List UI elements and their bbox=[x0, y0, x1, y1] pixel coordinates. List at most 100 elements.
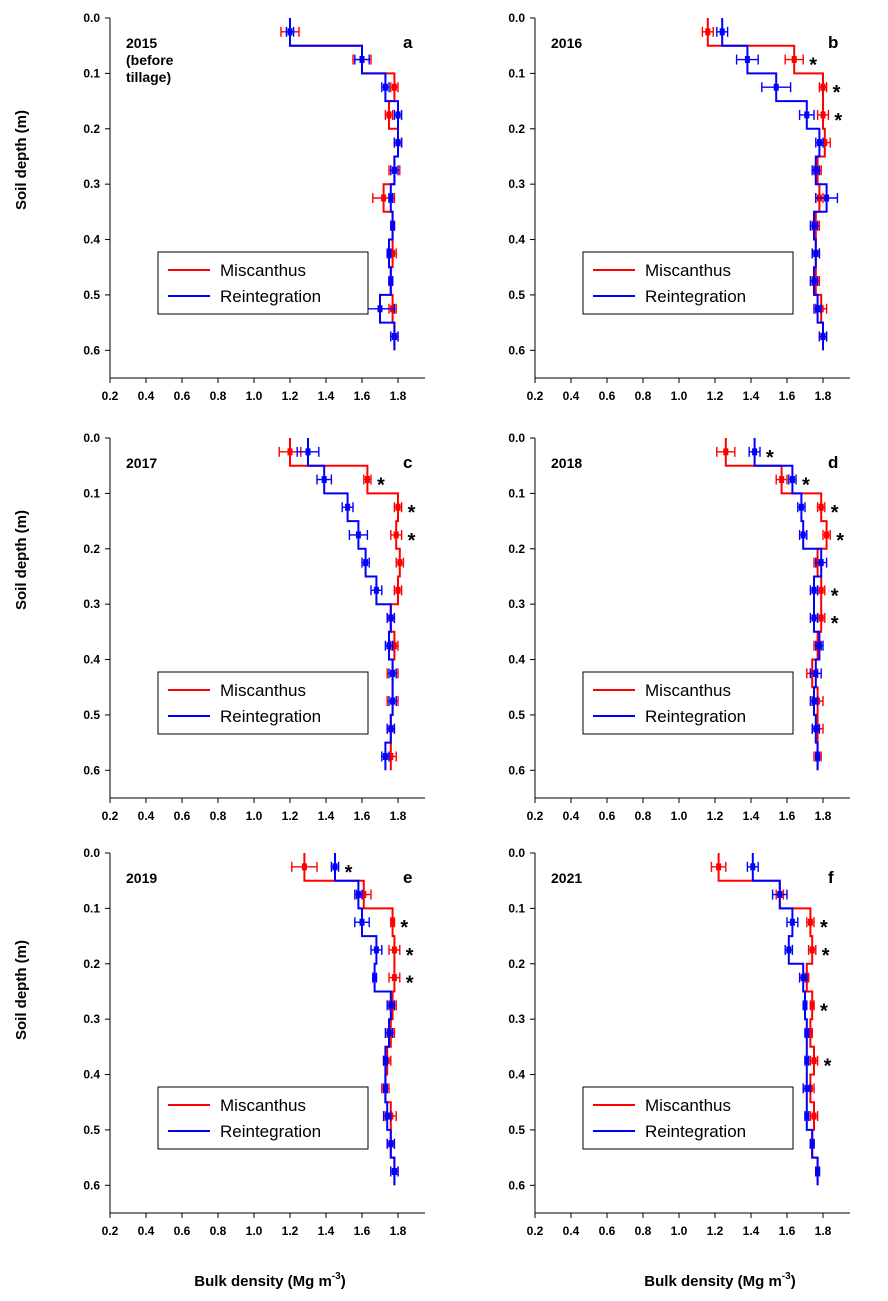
panel-letter: c bbox=[403, 453, 412, 472]
significance-asterisk: * bbox=[831, 502, 839, 524]
data-point bbox=[390, 249, 396, 257]
x-tick-label: 1.8 bbox=[815, 389, 832, 403]
data-point bbox=[744, 56, 750, 64]
error-bar-miscanthus bbox=[393, 585, 403, 596]
data-point bbox=[723, 448, 729, 456]
x-tick-label: 1.2 bbox=[707, 1224, 724, 1238]
data-point bbox=[811, 614, 817, 622]
series-line-reintegration bbox=[721, 18, 828, 351]
y-tick-label: 0.5 bbox=[508, 708, 525, 722]
x-tick-label: 0.6 bbox=[599, 809, 616, 823]
error-bar-reintegration bbox=[386, 1138, 396, 1149]
data-point bbox=[809, 1140, 815, 1148]
data-point bbox=[363, 559, 369, 567]
y-tick-label: 0.5 bbox=[83, 288, 100, 302]
legend-label-reintegration: Reintegration bbox=[645, 707, 746, 726]
y-tick-label: 0.0 bbox=[508, 431, 525, 445]
x-tick-label: 1.6 bbox=[779, 1224, 796, 1238]
significance-asterisk: * bbox=[822, 945, 830, 967]
x-tick-label: 0.6 bbox=[599, 389, 616, 403]
data-point bbox=[818, 559, 824, 567]
x-tick-label: 0.4 bbox=[563, 809, 580, 823]
error-bar-reintegration bbox=[296, 446, 320, 457]
error-bar-reintegration bbox=[354, 917, 370, 928]
error-bar-miscanthus bbox=[816, 502, 826, 513]
error-bar-reintegration bbox=[716, 26, 729, 37]
data-point bbox=[813, 249, 819, 257]
x-tick-label: 1.6 bbox=[354, 389, 371, 403]
x-tick-label: 0.8 bbox=[635, 1224, 652, 1238]
y-axis-title-top: Soil depth (m) bbox=[13, 110, 30, 210]
data-point bbox=[811, 222, 817, 230]
x-tick-label: 0.4 bbox=[563, 389, 580, 403]
legend-label-miscanthus: Miscanthus bbox=[220, 261, 306, 280]
y-axis-title-middle: Soil depth (m) bbox=[13, 510, 30, 610]
error-bar-miscanthus bbox=[807, 944, 817, 955]
x-axis-title-right: Bulk density (Mg m-3) bbox=[644, 1271, 795, 1290]
x-tick-label: 1.4 bbox=[743, 1224, 760, 1238]
data-point bbox=[818, 503, 824, 511]
y-tick-label: 0.1 bbox=[83, 901, 100, 915]
x-tick-label: 1.8 bbox=[390, 1224, 407, 1238]
error-bar-reintegration bbox=[815, 557, 828, 568]
y-tick-label: 0.6 bbox=[83, 1178, 100, 1192]
panel-letter: a bbox=[403, 33, 413, 52]
data-point bbox=[802, 1001, 808, 1009]
error-bar-miscanthus bbox=[393, 502, 403, 513]
x-tick-label: 0.6 bbox=[174, 389, 191, 403]
y-tick-label: 0.5 bbox=[83, 1123, 100, 1137]
error-bar-reintegration bbox=[388, 193, 394, 203]
year-label: 2018 bbox=[551, 455, 582, 471]
data-point bbox=[818, 614, 824, 622]
error-bar-miscanthus bbox=[390, 82, 399, 93]
x-tick-label: 0.8 bbox=[635, 809, 652, 823]
error-bar-miscanthus bbox=[390, 529, 403, 540]
error-bar-reintegration bbox=[393, 109, 403, 120]
year-label: 2017 bbox=[126, 455, 157, 471]
data-point bbox=[813, 725, 819, 733]
data-point bbox=[777, 891, 783, 899]
legend-box bbox=[157, 251, 369, 315]
data-point bbox=[804, 1029, 810, 1037]
error-bar-reintegration bbox=[390, 331, 399, 342]
x-tick-label: 1.0 bbox=[246, 389, 263, 403]
x-tick-label: 0.2 bbox=[102, 389, 119, 403]
year-label: 2019 bbox=[126, 870, 157, 886]
data-point bbox=[811, 586, 817, 594]
data-point bbox=[815, 1167, 821, 1175]
data-point bbox=[391, 946, 397, 954]
y-tick-label: 0.1 bbox=[508, 66, 525, 80]
x-tick-label: 1.2 bbox=[707, 389, 724, 403]
panel-a: 0.0 0.1 0.2 0.3 0.4 0.5 0.6 0.2 0.4 0.6 0.8 1.0 1.2 1… bbox=[83, 11, 425, 403]
error-bar-miscanthus bbox=[784, 54, 804, 65]
significance-asterisk: * bbox=[400, 917, 408, 939]
error-bar-miscanthus bbox=[816, 109, 830, 120]
data-point bbox=[800, 974, 806, 982]
x-tick-label: 1.4 bbox=[318, 389, 335, 403]
data-point bbox=[332, 863, 338, 871]
data-point bbox=[386, 249, 392, 257]
data-point bbox=[382, 1057, 388, 1065]
error-bar-reintegration bbox=[382, 1111, 392, 1122]
data-point bbox=[384, 1112, 390, 1120]
data-point bbox=[395, 139, 401, 147]
panel-letter: b bbox=[828, 33, 838, 52]
data-point bbox=[824, 531, 830, 539]
data-point bbox=[321, 476, 327, 484]
error-bar-reintegration bbox=[388, 276, 394, 287]
data-point bbox=[813, 669, 819, 677]
significance-asterisk: * bbox=[377, 475, 385, 497]
error-bar-reintegration bbox=[364, 303, 396, 314]
x-tick-label: 1.0 bbox=[671, 1224, 688, 1238]
data-point bbox=[391, 166, 397, 174]
x-tick-label: 1.8 bbox=[815, 809, 832, 823]
error-bar-miscanthus bbox=[388, 972, 401, 983]
error-bar-reintegration bbox=[746, 861, 759, 872]
legend-label-miscanthus: Miscanthus bbox=[645, 1096, 731, 1115]
y-tick-label: 0.5 bbox=[508, 288, 525, 302]
x-tick-label: 1.4 bbox=[318, 1224, 335, 1238]
error-bar-reintegration bbox=[390, 1166, 399, 1177]
x-tick-label: 0.6 bbox=[174, 1224, 191, 1238]
data-point bbox=[807, 918, 813, 926]
legend-label-miscanthus: Miscanthus bbox=[220, 681, 306, 700]
